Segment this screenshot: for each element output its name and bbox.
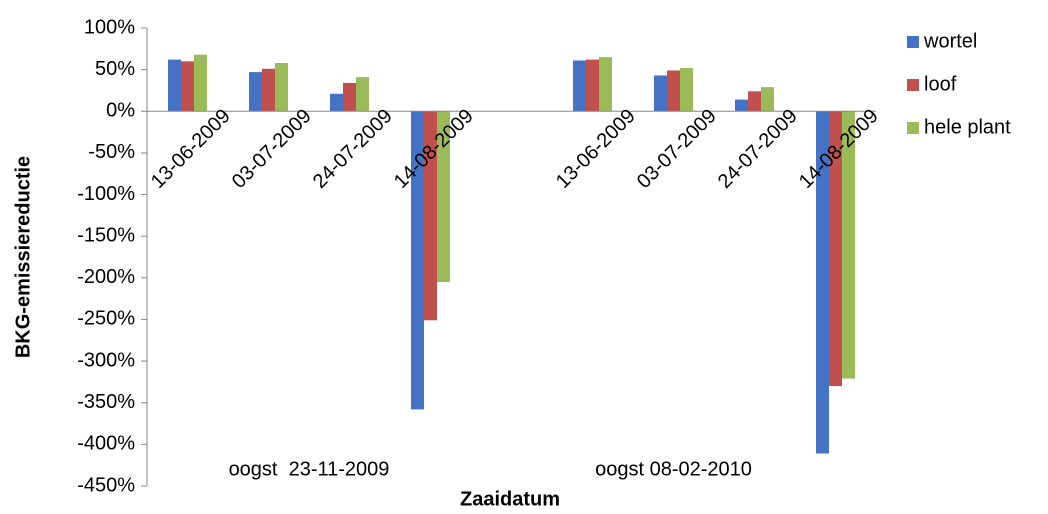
legend-swatch <box>907 79 919 91</box>
y-tick-label: -400% <box>77 433 135 455</box>
x-tick-label: 13-06-2009 <box>147 105 235 193</box>
x-tick-label: 24-07-2009 <box>309 105 397 193</box>
y-tick-label: -150% <box>77 224 135 246</box>
y-tick-label: -200% <box>77 266 135 288</box>
y-tick-label: 50% <box>95 58 135 80</box>
bar <box>181 61 194 112</box>
y-tick-label: -100% <box>77 183 135 205</box>
bar <box>168 59 181 112</box>
bar <box>249 72 262 112</box>
annotation: oogst 23-11-2009 <box>229 458 390 480</box>
y-tick-label: 0% <box>106 100 135 122</box>
bar <box>735 99 748 112</box>
bar <box>262 68 275 112</box>
bar <box>599 57 612 112</box>
bar <box>748 91 761 112</box>
bar <box>194 54 207 112</box>
x-tick-label: 13-06-2009 <box>552 105 640 193</box>
bar <box>437 111 450 282</box>
bar <box>667 70 680 112</box>
legend-label: loof <box>924 73 957 95</box>
legend-swatch <box>907 36 919 48</box>
bar <box>275 62 288 112</box>
y-tick-label: -50% <box>88 141 135 163</box>
legend-label: wortel <box>923 30 977 52</box>
legend-label: hele plant <box>924 116 1011 138</box>
bar <box>424 111 437 321</box>
y-tick-label: 100% <box>84 16 135 38</box>
bar <box>816 111 829 454</box>
bar <box>761 87 774 112</box>
bar <box>654 75 667 112</box>
x-tick-label: 03-07-2009 <box>633 105 721 193</box>
bar <box>343 82 356 112</box>
x-tick-label: 03-07-2009 <box>228 105 316 193</box>
y-tick-label: -300% <box>77 349 135 371</box>
annotation: oogst 08-02-2010 <box>595 458 752 480</box>
legend-swatch <box>907 122 919 134</box>
bar <box>829 111 842 387</box>
bar <box>411 111 424 410</box>
bar <box>842 111 855 379</box>
bar <box>356 77 369 112</box>
y-tick-label: -450% <box>77 474 135 496</box>
x-axis-label: Zaaidatum <box>460 488 560 510</box>
y-tick-label: -250% <box>77 308 135 330</box>
bar <box>330 93 343 112</box>
bar <box>680 67 693 112</box>
bar <box>573 60 586 112</box>
y-axis-label: BKG-emissiereductie <box>12 156 34 358</box>
x-tick-label: 24-07-2009 <box>714 105 802 193</box>
bar <box>586 59 599 112</box>
y-tick-label: -350% <box>77 391 135 413</box>
